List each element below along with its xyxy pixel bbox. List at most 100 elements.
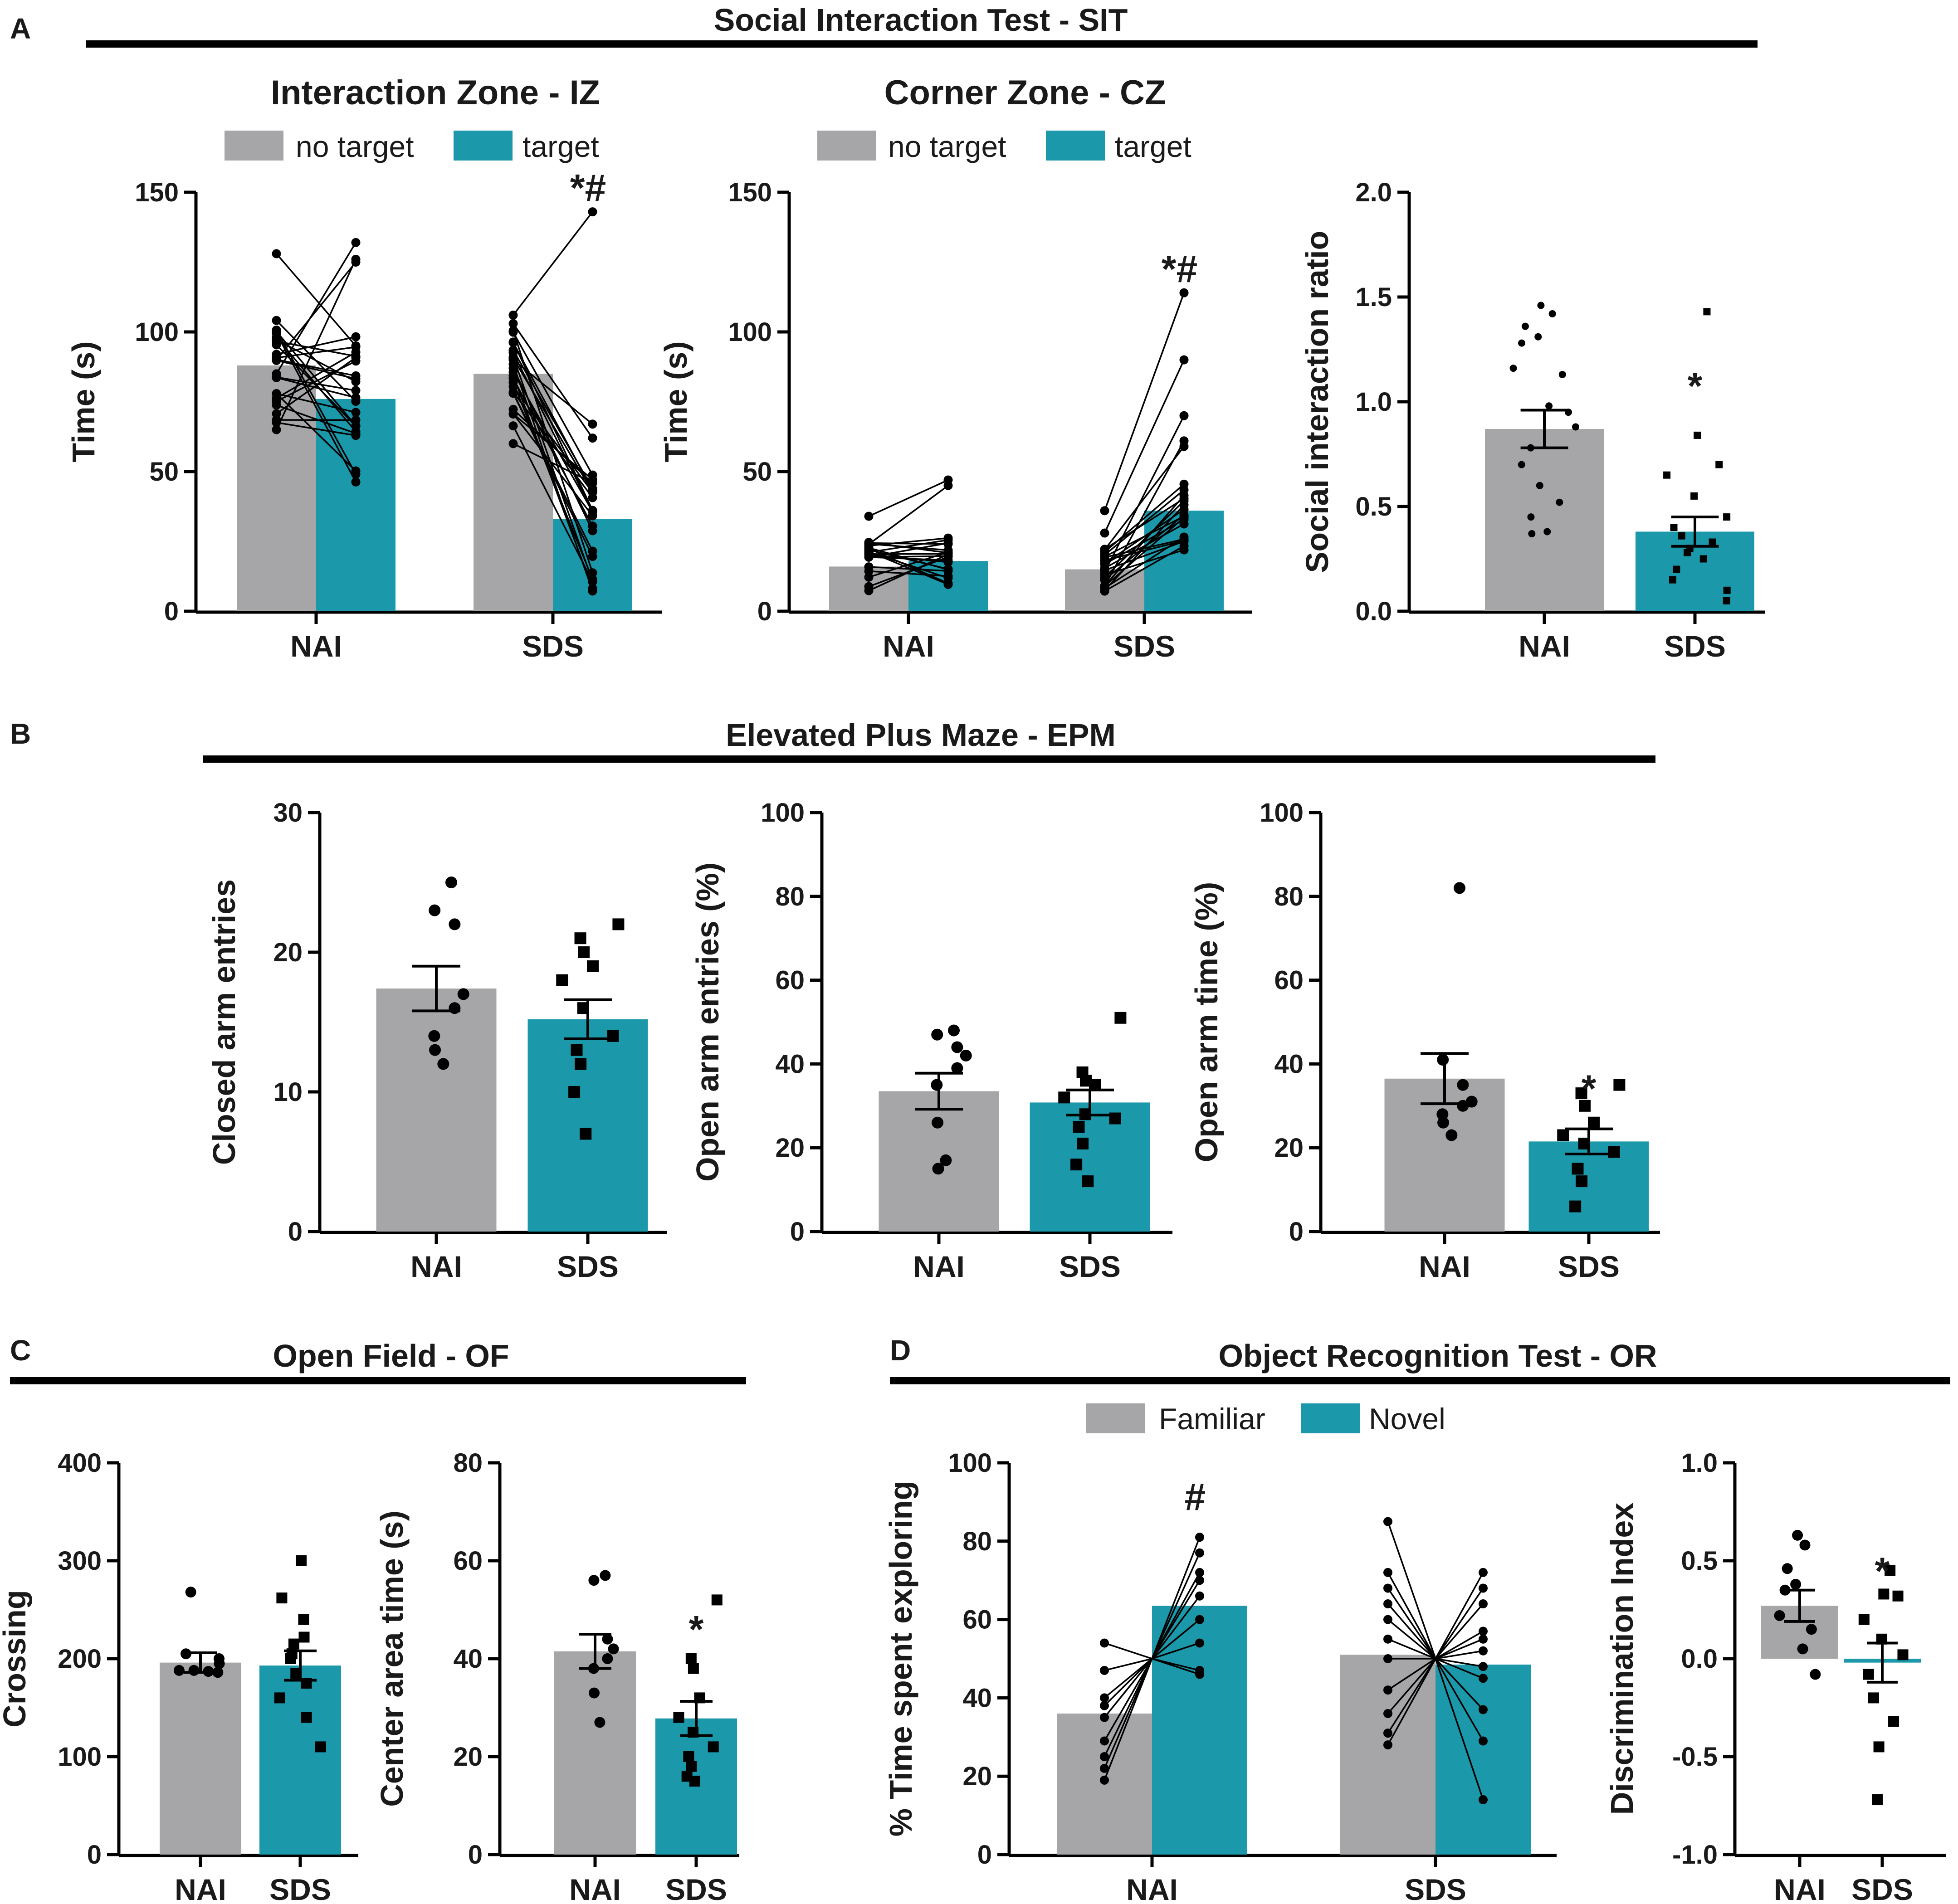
- data-point: [1383, 1634, 1392, 1644]
- y-axis-label: Social interaction ratio: [1299, 231, 1335, 573]
- paired-line: [513, 211, 593, 316]
- data-point: [508, 319, 518, 328]
- paired-line: [1151, 1537, 1201, 1659]
- data-point: [1100, 1665, 1109, 1675]
- data-point: [445, 877, 457, 888]
- data-point: [1077, 1137, 1089, 1149]
- data-point: [1058, 1091, 1070, 1104]
- x-tick-label: NAI: [1126, 1873, 1178, 1904]
- paired-line: [512, 425, 594, 582]
- significance-marker: *: [689, 1608, 704, 1651]
- data-point: [1810, 1669, 1821, 1680]
- panel-letter-d: D: [890, 1334, 911, 1367]
- y-tick-label: 100: [948, 1448, 992, 1478]
- data-point: [351, 386, 361, 395]
- data-point: [508, 311, 518, 320]
- y-tick-label: -0.5: [1672, 1742, 1718, 1772]
- y-axis-label: Closed arm entries: [206, 879, 242, 1165]
- data-point: [931, 1079, 943, 1091]
- paired-line: [1104, 519, 1185, 565]
- data-point: [1569, 1200, 1582, 1213]
- data-point: [1527, 513, 1535, 521]
- legend-label-target: target: [522, 130, 599, 163]
- data-point: [612, 918, 625, 930]
- y-axis-label: Open arm time (%): [1189, 882, 1224, 1162]
- data-point: [1479, 1662, 1488, 1671]
- paired-line: [1151, 1595, 1201, 1660]
- data-point: [272, 316, 281, 325]
- data-point: [602, 1633, 613, 1645]
- data-point: [608, 1643, 619, 1655]
- data-point: [1537, 302, 1545, 309]
- paired-line: [1104, 549, 1185, 576]
- data-point: [272, 415, 281, 425]
- data-point: [298, 1614, 309, 1625]
- data-point: [1179, 442, 1189, 451]
- y-tick-label: 40: [962, 1683, 992, 1713]
- paired-line: [1387, 1658, 1436, 1691]
- paired-line: [1104, 1658, 1152, 1671]
- legend-swatch-target: [1046, 131, 1105, 161]
- data-point: [960, 1049, 972, 1062]
- paired-line: [1387, 1658, 1436, 1714]
- data-point: [943, 579, 953, 589]
- y-tick-label: 100: [728, 317, 772, 347]
- x-tick-label: SDS: [557, 1250, 619, 1283]
- data-point: [1572, 423, 1579, 431]
- data-point: [1863, 1669, 1874, 1680]
- y-tick-label: 300: [58, 1546, 102, 1576]
- paired-line: [1435, 1658, 1484, 1742]
- y-axis-label: Discrimination Index: [1604, 1503, 1640, 1815]
- data-point: [508, 439, 518, 448]
- data-point: [1678, 532, 1685, 540]
- x-tick-label: SDS: [1113, 629, 1175, 663]
- paired-line: [1435, 1603, 1484, 1660]
- paired-line: [512, 352, 594, 512]
- data-point: [587, 960, 599, 972]
- data-point: [1383, 1709, 1392, 1718]
- data-point: [1888, 1716, 1899, 1727]
- paired-line: [512, 393, 594, 557]
- y-tick-label: 0: [288, 1217, 303, 1247]
- data-point: [351, 431, 361, 440]
- data-point: [508, 374, 518, 383]
- data-point: [272, 326, 281, 336]
- data-point: [578, 946, 590, 958]
- data-point: [1100, 506, 1109, 516]
- paired-line: [1387, 1603, 1436, 1660]
- paired-line: [275, 259, 357, 430]
- data-point: [1195, 1591, 1204, 1601]
- paired-line: [1387, 1619, 1436, 1660]
- x-tick-label: NAI: [913, 1250, 965, 1283]
- paired-line: [1435, 1658, 1484, 1679]
- bar: [1528, 1141, 1649, 1232]
- data-point: [1100, 1763, 1109, 1773]
- data-point: [594, 1717, 605, 1728]
- paired-line: [1435, 1650, 1484, 1660]
- data-point: [173, 1665, 185, 1676]
- data-point: [185, 1587, 196, 1598]
- paired-line: [513, 359, 593, 425]
- data-point: [1799, 1539, 1811, 1551]
- data-point: [1534, 333, 1542, 341]
- paired-line: [869, 570, 948, 577]
- data-point: [1556, 498, 1563, 506]
- data-point: [1457, 1100, 1469, 1112]
- paired-line: [276, 346, 356, 359]
- y-tick-label: 20: [273, 938, 303, 967]
- paired-line: [513, 443, 593, 484]
- data-point: [1179, 536, 1189, 545]
- y-tick-label: 60: [453, 1546, 483, 1576]
- data-point: [931, 1028, 943, 1041]
- data-point: [508, 389, 518, 398]
- y-tick-label: 40: [775, 1049, 805, 1079]
- data-point: [588, 478, 597, 487]
- data-point: [1479, 1634, 1488, 1644]
- data-point: [1543, 528, 1551, 536]
- y-tick-label: 50: [149, 457, 179, 487]
- paired-line: [1104, 440, 1185, 587]
- data-point: [1383, 1654, 1392, 1663]
- data-point: [1792, 1529, 1803, 1541]
- paired-line: [512, 331, 594, 476]
- bar: [259, 1665, 341, 1855]
